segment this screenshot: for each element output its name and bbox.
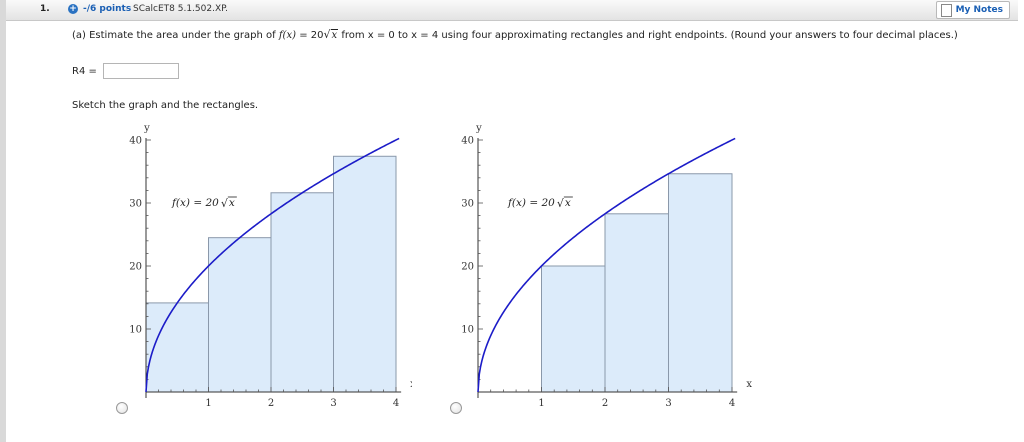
radio-option-b[interactable] [450, 402, 462, 414]
question-intro: (a) Estimate the area under the graph of [72, 30, 279, 41]
question-header: 1. + -/6 points SCalcET8 5.1.502.XP. My … [6, 0, 1018, 21]
rectangle-2 [604, 213, 669, 393]
sqrt-symbol: √ [221, 197, 229, 210]
x-tick-label: 3 [665, 398, 671, 409]
y-tick-label: 40 [461, 136, 474, 147]
note-icon [940, 3, 952, 17]
rectangle-2 [208, 237, 272, 393]
x-tick-label: 4 [393, 398, 399, 409]
x-tick-label: 2 [602, 398, 608, 409]
y-tick-label: 20 [461, 262, 474, 273]
function-label: f(x) = 20 [171, 197, 219, 209]
radio-option-a[interactable] [116, 402, 128, 414]
sketch-instructions: Sketch the graph and the rectangles. [72, 100, 259, 111]
rectangle-1 [541, 265, 606, 393]
question-number: 1. [40, 4, 50, 14]
x-tick-label: 3 [330, 398, 336, 409]
question-text: (a) Estimate the area under the graph of… [72, 28, 958, 41]
left-gutter [0, 0, 6, 442]
sqrt-variable-label: x [229, 197, 235, 209]
sqrt-symbol: √ [557, 197, 565, 210]
x-axis-label: x [410, 379, 412, 390]
rectangle-3 [668, 173, 733, 393]
y-tick-label: 20 [129, 262, 142, 273]
x-tick-label: 2 [268, 398, 274, 409]
x-tick-label: 4 [729, 398, 735, 409]
sqrt-variable: x [330, 29, 339, 41]
function-label: f(x) = 20 [507, 197, 555, 209]
rectangle-1 [145, 302, 209, 393]
y-axis-label: y [143, 123, 150, 134]
r4-answer-input[interactable] [102, 63, 179, 79]
x-axis-label: x [746, 379, 752, 390]
y-tick-label: 30 [461, 199, 474, 210]
answer-row: R4 = [72, 63, 179, 79]
y-tick-label: 40 [129, 136, 142, 147]
y-tick-label: 10 [129, 325, 142, 336]
rectangle-4 [333, 155, 397, 393]
function-curve [145, 137, 400, 393]
y-tick-label: 30 [129, 199, 142, 210]
my-notes-button[interactable]: My Notes [935, 1, 1010, 19]
y-axis-label: y [475, 123, 482, 134]
source-label: SCalcET8 5.1.502.XP. [133, 4, 228, 14]
expand-plus-icon[interactable]: + [68, 4, 78, 14]
points-label: -/6 points [83, 4, 132, 14]
sqrt-variable-label: x [565, 197, 571, 209]
x-tick-label: 1 [538, 398, 544, 409]
function-coefficient: = 20 [296, 30, 324, 41]
rectangle-3 [270, 192, 334, 393]
y-tick-label: 10 [461, 325, 474, 336]
my-notes-label: My Notes [955, 5, 1003, 15]
function-name: f(x) [278, 30, 297, 41]
function-curve [477, 137, 736, 393]
x-tick-label: 1 [205, 398, 211, 409]
answer-label: R4 = [72, 65, 97, 77]
question-range-text: from x = 0 to x = 4 using four approxima… [338, 30, 958, 41]
